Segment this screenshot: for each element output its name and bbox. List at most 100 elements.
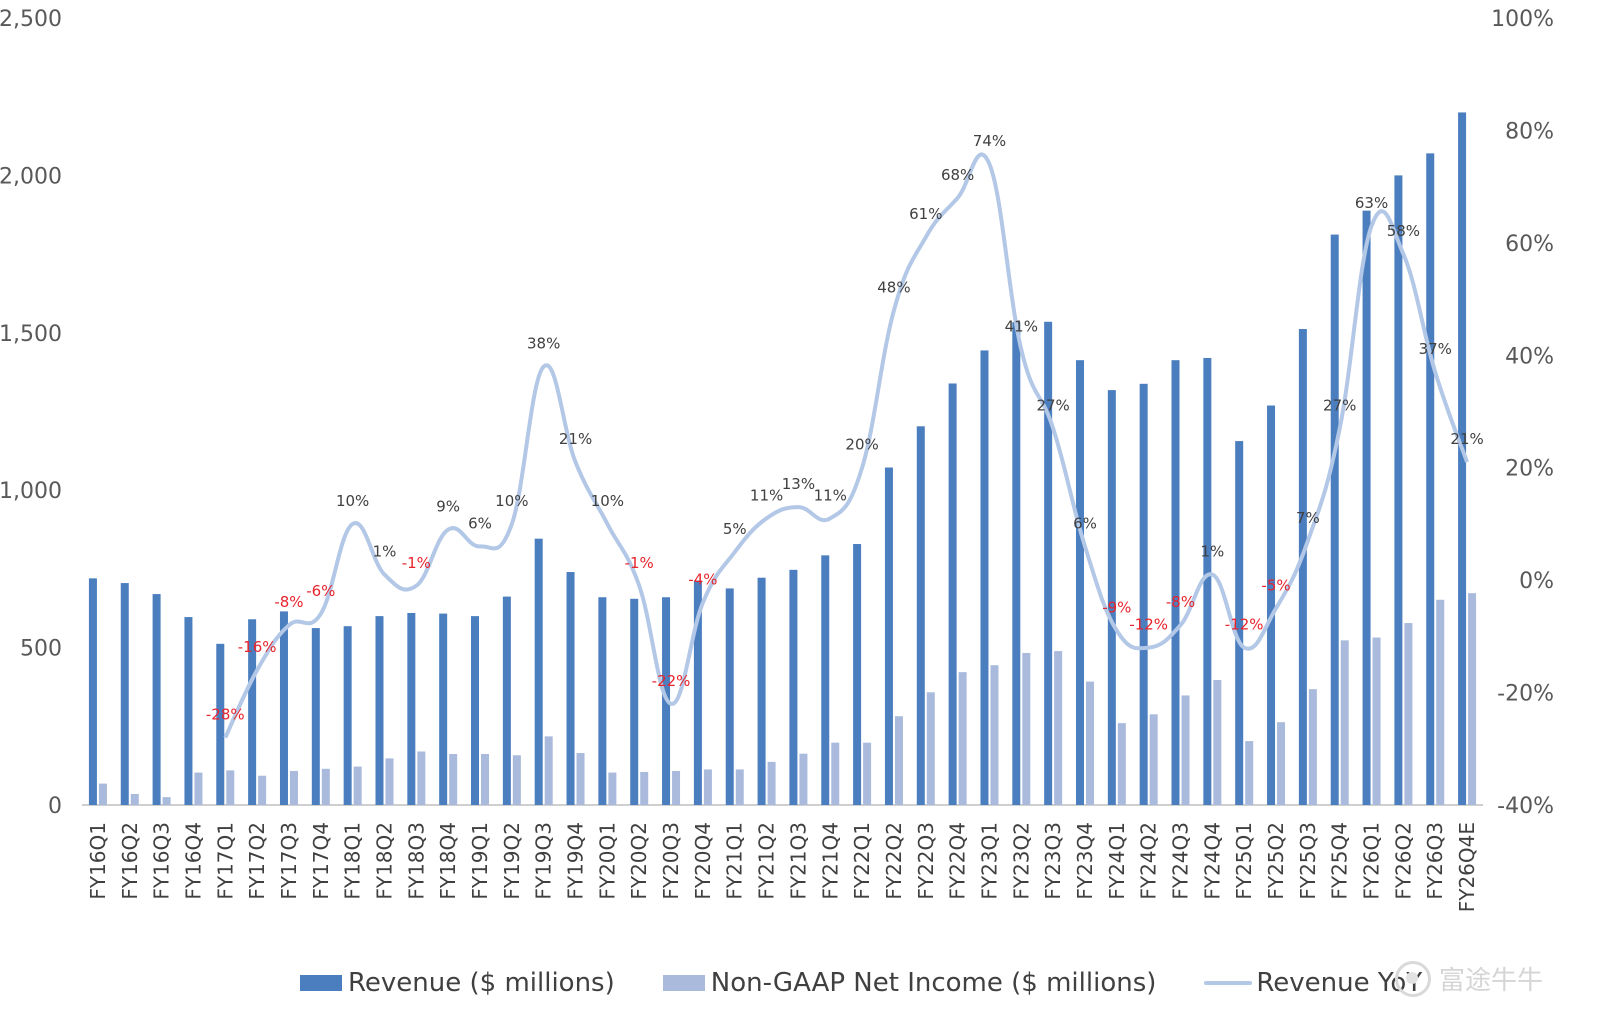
x-tick-label: FY23Q2 — [1009, 822, 1033, 900]
net-income-bar — [1149, 714, 1158, 805]
revenue-bar — [152, 594, 161, 805]
net-income-bar — [1404, 623, 1413, 805]
yoy-data-label: 6% — [1073, 514, 1097, 532]
revenue-bar — [789, 569, 798, 805]
net-income-bar — [1181, 695, 1190, 805]
revenue-bar — [916, 426, 925, 805]
net-income-bar — [258, 775, 267, 805]
x-tick-label: FY24Q3 — [1169, 822, 1193, 900]
x-tick-label: FY16Q1 — [86, 822, 110, 900]
bars-group — [88, 112, 1477, 805]
net-income-bar — [1372, 637, 1381, 805]
x-tick-label: FY22Q1 — [850, 822, 874, 900]
revenue-bar — [311, 628, 320, 805]
right-tick-label: -40% — [1497, 794, 1554, 819]
yoy-data-label: -22% — [652, 672, 691, 690]
revenue-bar — [471, 616, 480, 805]
x-tick-label: FY22Q4 — [946, 822, 970, 900]
right-tick-label: 80% — [1505, 119, 1554, 144]
yoy-data-label: -4% — [688, 571, 717, 589]
yoy-data-label: 1% — [373, 543, 397, 561]
legend-swatch-revenue — [300, 975, 342, 991]
yoy-data-label: 37% — [1419, 340, 1452, 358]
x-tick-labels: FY16Q1 FY16Q2 FY16Q3 FY16Q4 FY17Q1 FY17Q2 FY17… — [86, 822, 1479, 912]
revenue-bar — [1458, 112, 1467, 805]
left-axis: 0 500 1,000 1,500 2,000 2,500 — [0, 7, 62, 819]
x-tick-label: FY18Q3 — [404, 822, 428, 900]
yoy-data-label: 11% — [814, 486, 847, 504]
legend-label-yoy: Revenue YoY — [1256, 968, 1423, 998]
revenue-bar — [1139, 383, 1148, 805]
left-tick-label: 2,000 — [0, 164, 62, 189]
revenue-bar — [725, 588, 734, 805]
net-income-bar — [1117, 723, 1126, 805]
revenue-bar — [1426, 153, 1435, 805]
net-income-bar — [1054, 651, 1063, 805]
revenue-bar — [248, 619, 257, 805]
yoy-data-label: 74% — [973, 132, 1006, 150]
x-tick-label: FY21Q1 — [723, 822, 747, 900]
legend-swatch-yoy — [1204, 981, 1253, 985]
left-tick-label: 1,000 — [0, 479, 62, 504]
yoy-data-label: 10% — [591, 492, 624, 510]
yoy-data-label: 48% — [877, 278, 910, 296]
yoy-data-label: -8% — [1166, 593, 1195, 611]
yoy-data-label: 10% — [336, 492, 369, 510]
net-income-bar — [1340, 640, 1349, 805]
revenue-bar — [1235, 441, 1244, 805]
yoy-data-label: 21% — [559, 430, 592, 448]
net-income-bar — [544, 736, 553, 805]
x-tick-label: FY23Q4 — [1073, 822, 1097, 900]
yoy-data-label: -1% — [625, 554, 654, 572]
revenue-bar — [216, 643, 225, 805]
revenue-bar — [630, 598, 639, 805]
net-income-bar — [831, 742, 840, 805]
x-tick-label: FY17Q3 — [277, 822, 301, 900]
x-tick-label: FY16Q3 — [150, 822, 174, 900]
revenue-bar — [1044, 321, 1053, 805]
revenue-bar — [1394, 175, 1403, 805]
x-tick-label: FY20Q2 — [627, 822, 651, 900]
net-income-bar — [98, 783, 107, 805]
x-tick-label: FY25Q2 — [1264, 822, 1288, 900]
watermark-logo-icon — [1395, 960, 1431, 997]
x-tick-label: FY23Q3 — [1041, 822, 1065, 900]
revenue-bar — [1362, 210, 1371, 805]
x-tick-label: FY19Q1 — [468, 822, 492, 900]
net-income-bar — [958, 672, 967, 805]
net-income-bar — [1085, 681, 1094, 805]
x-tick-label: FY16Q2 — [118, 822, 142, 900]
revenue-bar — [343, 626, 352, 805]
x-tick-label: FY23Q1 — [977, 822, 1001, 900]
revenue-bar — [1171, 360, 1180, 805]
net-income-bar — [512, 755, 521, 805]
net-income-bar — [449, 754, 458, 805]
left-tick-label: 2,500 — [0, 7, 62, 32]
yoy-data-label: 1% — [1200, 543, 1224, 561]
yoy-data-label: 5% — [723, 520, 747, 538]
watermark-text: 富途牛牛 — [1439, 966, 1544, 996]
yoy-data-label: 58% — [1387, 222, 1420, 240]
yoy-data-label: 21% — [1450, 430, 1483, 448]
legend: Revenue ($ millions) Non-GAAP Net Income… — [300, 968, 1470, 998]
x-tick-label: FY17Q1 — [213, 822, 237, 900]
net-income-bar — [799, 753, 808, 805]
yoy-data-label: 27% — [1323, 396, 1356, 414]
left-tick-label: 500 — [20, 637, 62, 662]
x-tick-label: FY26Q4E — [1455, 822, 1479, 912]
x-tick-label: FY24Q4 — [1200, 822, 1224, 900]
net-income-bar — [576, 753, 585, 805]
left-tick-label: 0 — [48, 794, 62, 819]
revenue-bar — [757, 577, 766, 805]
x-tick-label: FY20Q1 — [595, 822, 619, 900]
revenue-bar — [980, 350, 989, 805]
yoy-data-label: -9% — [1102, 599, 1131, 617]
legend-label-net-income: Non-GAAP Net Income ($ millions) — [710, 968, 1157, 998]
x-tick-label: FY18Q4 — [436, 822, 460, 900]
net-income-bar — [608, 772, 617, 805]
x-tick-label: FY16Q4 — [181, 822, 205, 900]
yoy-data-label: -1% — [402, 554, 431, 572]
revenue-bar — [821, 555, 830, 805]
revenue-bar — [184, 617, 193, 805]
